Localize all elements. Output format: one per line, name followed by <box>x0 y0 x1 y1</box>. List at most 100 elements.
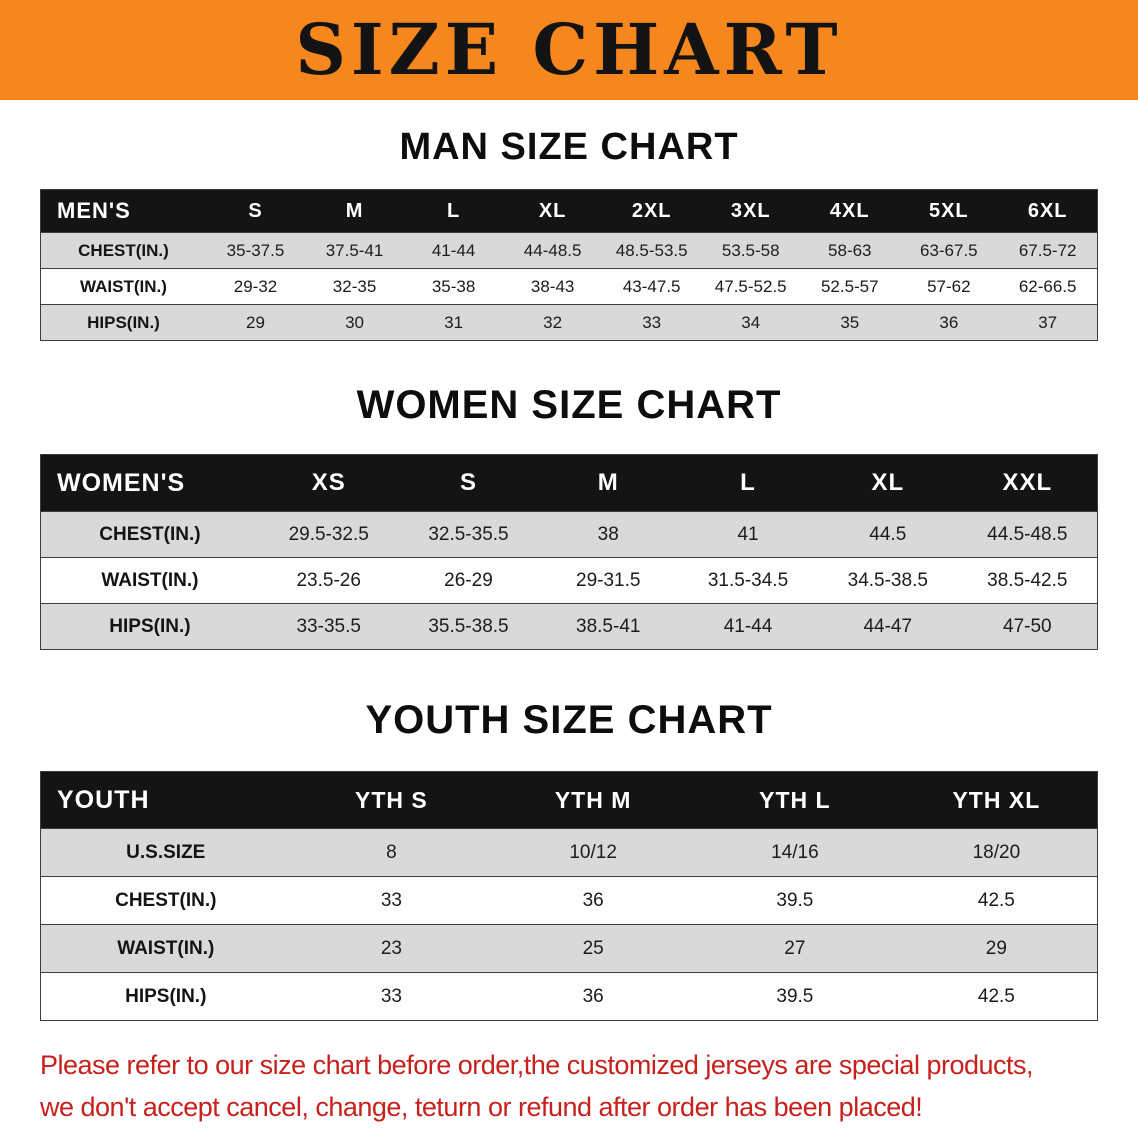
size-column-header: YTH M <box>492 771 694 829</box>
size-value: 62-66.5 <box>1018 276 1077 296</box>
size-value: 31.5-34.5 <box>707 569 789 591</box>
size-column-header: L <box>404 189 504 233</box>
size-value: 47-50 <box>1003 615 1052 637</box>
size-value: 8 <box>386 841 397 863</box>
row-label: CHEST(IN.) <box>99 523 201 545</box>
size-value: 33 <box>380 985 402 1007</box>
men-size-table: MEN'S S M L XL 2XL 3XL 4XL 5XL 6XL CHEST(IN.) 35-37… <box>40 189 1098 341</box>
table-header-row: YOUTH YTH S YTH M YTH L YTH XL <box>40 771 1098 829</box>
size-column-header: XL <box>503 189 603 233</box>
row-label: WAIST(IN.) <box>80 276 167 296</box>
size-value: 44.5 <box>869 523 907 545</box>
size-value: 37.5-41 <box>325 240 384 260</box>
size-value: 44-48.5 <box>523 240 582 260</box>
table-corner-label: WOMEN'S <box>40 454 259 512</box>
size-value: 25 <box>582 937 604 959</box>
size-value: 18/20 <box>972 841 1021 863</box>
size-value: 67.5-72 <box>1018 240 1077 260</box>
size-value: 39.5 <box>776 889 814 911</box>
measurement-row: CHEST(IN.) 35-37.5 37.5-41 41-44 44-48.5 48.5… <box>40 232 1098 269</box>
measurement-row: HIPS(IN.) 29 30 31 32 33 34 35 36 37 <box>40 304 1098 341</box>
row-label: HIPS(IN.) <box>87 312 160 332</box>
women-section-heading: WOMEN SIZE CHART <box>356 383 782 427</box>
size-value: 29-32 <box>233 276 278 296</box>
size-value: 36 <box>582 889 604 911</box>
men-section-heading: MAN SIZE CHART <box>399 126 739 168</box>
size-value: 42.5 <box>977 985 1015 1007</box>
table-corner-label: MEN'S <box>40 189 206 233</box>
measurement-row: WAIST(IN.) 23 25 27 29 <box>40 924 1098 973</box>
size-column-header: 5XL <box>899 189 999 233</box>
size-value: 35 <box>840 312 860 332</box>
size-column-header: 4XL <box>800 189 900 233</box>
size-value: 23 <box>380 937 402 959</box>
size-value: 52.5-57 <box>820 276 879 296</box>
size-value: 36 <box>582 985 604 1007</box>
size-value: 58-63 <box>828 240 872 260</box>
measurement-row: HIPS(IN.) 33 36 39.5 42.5 <box>40 972 1098 1021</box>
size-column-header: 3XL <box>701 189 801 233</box>
size-value: 63-67.5 <box>919 240 978 260</box>
size-chart-content: MAN SIZE CHART MEN'S S M L XL 2XL 3XL 4XL 5XL 6XL… <box>0 126 1138 1021</box>
measurement-row: CHEST(IN.) 29.5-32.5 32.5-35.5 38 41 44.5 44.5… <box>40 511 1098 558</box>
size-value: 47.5-52.5 <box>714 276 787 296</box>
size-value: 29.5-32.5 <box>288 523 369 545</box>
women-size-section: WOMEN SIZE CHART WOMEN'S XS S M L XL XXL CHEST(… <box>40 383 1098 650</box>
size-value: 37 <box>1038 312 1058 332</box>
measurement-row: WAIST(IN.) 29-32 32-35 35-38 38-43 43-47.5 47.… <box>40 268 1098 305</box>
measurement-row: U.S.SIZE 8 10/12 14/16 18/20 <box>40 828 1098 877</box>
size-column-header: S <box>205 189 306 233</box>
size-column-header: S <box>398 454 539 512</box>
page-title: SIZE CHART <box>295 8 843 91</box>
size-value: 30 <box>345 312 364 332</box>
size-value: 41 <box>737 523 759 545</box>
size-value: 31 <box>444 312 464 332</box>
size-value: 29 <box>985 937 1007 959</box>
table-header-row: MEN'S S M L XL 2XL 3XL 4XL 5XL 6XL <box>40 189 1098 233</box>
order-disclaimer: Please refer to our size chart before or… <box>0 1045 1138 1129</box>
size-column-header: YTH S <box>290 771 493 829</box>
size-value: 32 <box>543 312 563 332</box>
row-label: U.S.SIZE <box>126 841 206 863</box>
size-value: 33 <box>380 889 402 911</box>
size-value: 35-37.5 <box>226 240 285 260</box>
size-value: 29-31.5 <box>576 569 641 591</box>
size-value: 42.5 <box>977 889 1015 911</box>
measurement-row: HIPS(IN.) 33-35.5 35.5-38.5 38.5-41 41-44 44-… <box>40 603 1098 650</box>
size-value: 53.5-58 <box>721 240 780 260</box>
size-value: 38.5-42.5 <box>987 569 1068 591</box>
size-column-header: YTH XL <box>895 771 1098 829</box>
size-value: 33-35.5 <box>296 615 361 637</box>
size-column-header: 2XL <box>602 189 702 233</box>
size-value: 41-44 <box>723 615 773 637</box>
size-value: 43-47.5 <box>622 276 681 296</box>
measurement-row: CHEST(IN.) 33 36 39.5 42.5 <box>40 876 1098 925</box>
women-size-table: WOMEN'S XS S M L XL XXL CHEST(IN.) 29.5-32.5 32.5… <box>40 454 1098 650</box>
size-value: 35-38 <box>431 276 476 296</box>
size-column-header: 6XL <box>998 189 1098 233</box>
size-chart-banner: SIZE CHART <box>0 0 1138 100</box>
size-value: 38.5-41 <box>576 615 641 637</box>
table-corner-label: YOUTH <box>40 771 291 829</box>
row-label: CHEST(IN.) <box>78 240 169 260</box>
size-value: 14/16 <box>771 841 819 863</box>
youth-size-section: YOUTH SIZE CHART YOUTH YTH S YTH M YTH L YTH… <box>40 698 1098 1021</box>
size-value: 32-35 <box>332 276 377 296</box>
size-value: 34 <box>741 312 761 332</box>
size-value: 34.5-38.5 <box>847 569 928 591</box>
size-column-header: XL <box>817 454 958 512</box>
size-value: 33 <box>642 312 662 332</box>
size-value: 38-43 <box>530 276 575 296</box>
size-value: 57-62 <box>927 276 971 296</box>
measurement-row: WAIST(IN.) 23.5-26 26-29 29-31.5 31.5-34.5 34… <box>40 557 1098 604</box>
youth-section-heading: YOUTH SIZE CHART <box>365 698 773 742</box>
size-value: 44-47 <box>863 615 913 637</box>
size-column-header: L <box>678 454 818 512</box>
size-value: 38 <box>597 523 619 545</box>
size-value: 32.5-35.5 <box>428 523 509 545</box>
disclaimer-line: we don't accept cancel, change, teturn o… <box>40 1091 923 1122</box>
size-value: 23.5-26 <box>296 569 361 591</box>
size-value: 44.5-48.5 <box>987 523 1068 545</box>
size-value: 36 <box>939 312 959 332</box>
size-column-header: M <box>305 189 405 233</box>
